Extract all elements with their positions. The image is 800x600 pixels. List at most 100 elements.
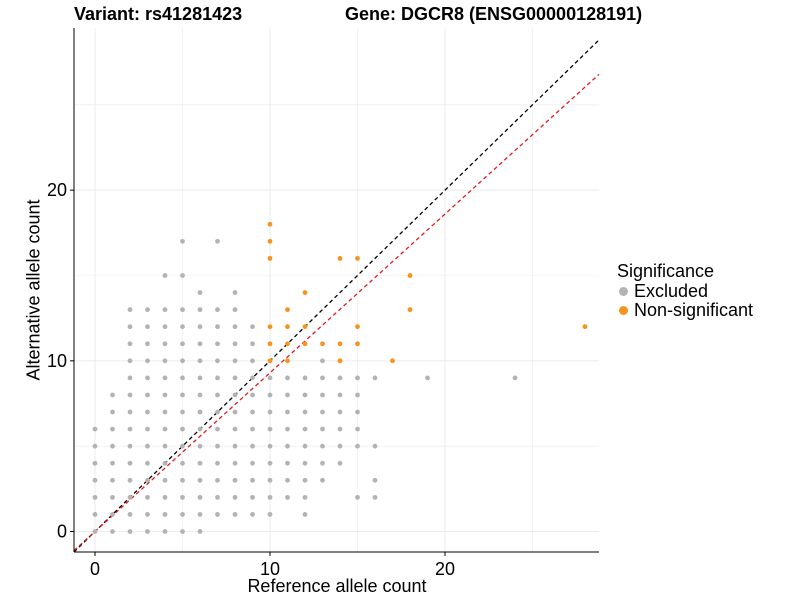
point-excluded bbox=[250, 443, 255, 449]
point-excluded bbox=[232, 324, 238, 330]
point-excluded bbox=[232, 443, 238, 449]
point-non-significant bbox=[302, 341, 308, 347]
legend-key-excluded bbox=[619, 287, 628, 296]
point-excluded bbox=[285, 392, 290, 398]
legend-label-excluded: Excluded bbox=[634, 281, 709, 301]
point-excluded bbox=[337, 392, 343, 398]
point-non-significant bbox=[355, 341, 360, 347]
legend: Significance Excluded Non-significant bbox=[617, 261, 753, 320]
point-excluded bbox=[197, 341, 203, 347]
point-excluded bbox=[267, 375, 273, 381]
point-excluded bbox=[250, 375, 255, 381]
point-excluded bbox=[267, 409, 273, 415]
point-excluded bbox=[215, 392, 220, 398]
point-excluded bbox=[197, 426, 203, 432]
point-excluded bbox=[197, 307, 203, 313]
point-excluded bbox=[267, 392, 273, 398]
point-excluded bbox=[145, 358, 150, 364]
point-excluded bbox=[372, 477, 378, 483]
point-excluded bbox=[162, 307, 168, 313]
point-non-significant bbox=[285, 358, 290, 364]
point-excluded bbox=[127, 443, 133, 449]
chart-title-variant: Variant: rs41281423 bbox=[74, 4, 243, 24]
point-non-significant bbox=[407, 307, 413, 313]
point-excluded bbox=[145, 477, 150, 483]
point-excluded bbox=[232, 375, 238, 381]
point-excluded bbox=[267, 460, 273, 466]
point-non-significant bbox=[267, 341, 273, 347]
point-excluded bbox=[337, 426, 343, 432]
point-excluded bbox=[197, 443, 203, 449]
point-excluded bbox=[355, 392, 360, 398]
point-excluded bbox=[162, 477, 168, 483]
point-excluded bbox=[92, 494, 98, 500]
y-tick-label: 10 bbox=[47, 351, 67, 371]
point-excluded bbox=[232, 358, 238, 364]
point-excluded bbox=[110, 409, 115, 415]
point-excluded bbox=[127, 460, 133, 466]
point-excluded bbox=[127, 426, 133, 432]
point-excluded bbox=[145, 460, 150, 466]
point-excluded bbox=[127, 477, 133, 483]
legend-label-non-significant: Non-significant bbox=[634, 300, 754, 320]
point-excluded bbox=[145, 494, 150, 500]
point-excluded bbox=[110, 477, 115, 483]
point-non-significant bbox=[355, 256, 360, 261]
point-excluded bbox=[267, 426, 273, 432]
point-excluded bbox=[197, 375, 203, 381]
point-excluded bbox=[285, 375, 290, 381]
point-excluded bbox=[267, 443, 273, 449]
legend-item-excluded: Excluded bbox=[617, 281, 753, 301]
legend-title: Significance bbox=[617, 261, 715, 281]
point-excluded bbox=[232, 409, 238, 415]
legend-key-non-significant bbox=[619, 306, 628, 315]
point-excluded bbox=[285, 494, 290, 500]
point-excluded bbox=[425, 375, 430, 381]
point-excluded bbox=[320, 443, 325, 449]
point-excluded bbox=[180, 273, 185, 278]
point-excluded bbox=[512, 375, 518, 381]
point-non-significant bbox=[285, 307, 290, 313]
point-non-significant bbox=[337, 341, 343, 347]
axes bbox=[73, 28, 599, 553]
point-excluded bbox=[162, 529, 168, 534]
point-excluded bbox=[232, 290, 238, 295]
point-excluded bbox=[145, 409, 150, 415]
point-non-significant bbox=[337, 256, 343, 261]
point-excluded bbox=[337, 460, 343, 466]
x-tick-label: 20 bbox=[435, 559, 455, 579]
point-excluded bbox=[180, 358, 185, 364]
x-tick-label: 10 bbox=[260, 559, 280, 579]
point-excluded bbox=[232, 512, 238, 517]
point-excluded bbox=[110, 512, 115, 517]
point-excluded bbox=[180, 392, 185, 398]
point-excluded bbox=[197, 290, 203, 295]
point-excluded bbox=[285, 460, 290, 466]
point-excluded bbox=[250, 460, 255, 466]
point-non-significant bbox=[285, 324, 290, 330]
point-excluded bbox=[232, 460, 238, 466]
point-excluded bbox=[180, 426, 185, 432]
point-excluded bbox=[162, 375, 168, 381]
point-excluded bbox=[197, 460, 203, 466]
x-axis-label: Reference allele count bbox=[247, 576, 427, 596]
point-excluded bbox=[162, 426, 168, 432]
point-excluded bbox=[285, 443, 290, 449]
data-points bbox=[92, 221, 588, 534]
point-excluded bbox=[162, 273, 168, 278]
point-excluded bbox=[302, 443, 308, 449]
reference-line-expected-ratio bbox=[73, 73, 600, 552]
point-excluded bbox=[180, 324, 185, 330]
point-excluded bbox=[355, 443, 360, 449]
point-excluded bbox=[355, 494, 360, 500]
point-excluded bbox=[92, 512, 98, 517]
point-excluded bbox=[162, 460, 168, 466]
point-excluded bbox=[250, 358, 255, 364]
point-excluded bbox=[110, 529, 115, 534]
x-tick-label: 0 bbox=[90, 559, 100, 579]
point-non-significant bbox=[337, 358, 343, 364]
point-excluded bbox=[197, 324, 203, 330]
point-excluded bbox=[180, 341, 185, 347]
point-excluded bbox=[127, 494, 133, 500]
point-excluded bbox=[250, 426, 255, 432]
